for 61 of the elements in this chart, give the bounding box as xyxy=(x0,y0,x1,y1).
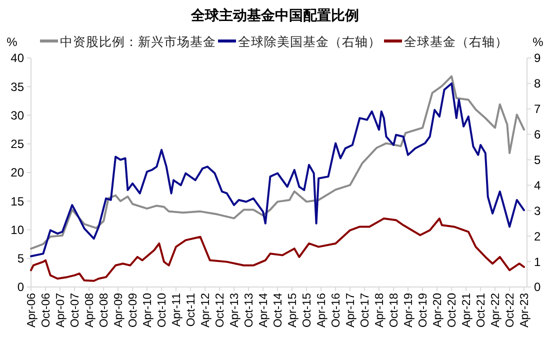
x-tick-label: Apr-16 xyxy=(316,293,328,328)
x-tick-label: Apr-08 xyxy=(84,293,96,328)
x-tick-label: Apr-10 xyxy=(142,293,154,328)
y2-tick-label: 0 xyxy=(534,280,541,294)
y-axis-title: % xyxy=(6,35,18,49)
y-tick-label: 30 xyxy=(10,108,24,122)
x-tick-label: Oct-19 xyxy=(418,293,430,328)
legend-label: 全球基金（右轴） xyxy=(404,35,508,49)
y-tick-label: 5 xyxy=(17,252,24,266)
y-tick-label: 40 xyxy=(10,51,24,66)
x-tick-label: Oct-06 xyxy=(40,293,53,328)
y2-tick-label: 2 xyxy=(534,229,541,244)
y-tick-label: 20 xyxy=(10,166,24,180)
x-tick-label: Apr-11 xyxy=(171,293,184,327)
x-tick-label: Apr-09 xyxy=(113,293,126,328)
y-tick-label: 15 xyxy=(10,194,24,208)
x-tick-label: Apr-22 xyxy=(490,293,502,328)
x-tick-label: Apr-23 xyxy=(519,293,532,328)
x-tick-label: Oct-14 xyxy=(272,292,285,328)
legend-label: 全球除美国基金（右轴） xyxy=(238,34,381,49)
line-series xyxy=(30,218,525,282)
y2-tick-label: 7 xyxy=(534,102,541,116)
y2-tick-label: 8 xyxy=(534,76,541,91)
x-tick-label: Oct-07 xyxy=(70,293,82,328)
x-tick-label: Oct-20 xyxy=(446,293,459,328)
y-tick-label: 25 xyxy=(10,137,24,152)
x-tick-label: Oct-10 xyxy=(156,293,169,328)
y2-tick-label: 3 xyxy=(534,204,541,218)
y2-tick-label: 1 xyxy=(534,254,541,269)
x-tick-label: Apr-13 xyxy=(229,293,242,328)
chart-title: 全球主动基金中国配置比例 xyxy=(190,7,359,23)
y2-axis-title: % xyxy=(532,35,544,49)
x-tick-label: Apr-19 xyxy=(403,293,416,328)
x-tick-label: Oct-17 xyxy=(360,293,372,328)
x-tick-label: Oct-16 xyxy=(330,293,343,328)
y2-tick-label: 9 xyxy=(534,51,541,66)
x-tick-label: Oct-15 xyxy=(302,293,314,328)
x-tick-label: Oct-12 xyxy=(214,293,227,328)
x-tick-label: Apr-06 xyxy=(26,293,38,328)
x-tick-label: Apr-07 xyxy=(55,293,68,328)
x-tick-label: Oct-09 xyxy=(128,293,140,328)
y2-tick-label: 5 xyxy=(534,152,541,167)
y2-tick-label: 4 xyxy=(534,178,541,192)
x-tick-label: Oct-18 xyxy=(388,293,401,328)
y2-tick-label: 6 xyxy=(534,128,541,142)
x-tick-label: Apr-21 xyxy=(461,293,474,328)
x-tick-label: Apr-12 xyxy=(200,293,212,328)
legend-label: 中资股比例：新兴市场基金 xyxy=(60,35,216,49)
x-tick-label: Apr-15 xyxy=(287,293,300,328)
y-tick-label: 10 xyxy=(10,222,24,237)
x-tick-label: Apr-14 xyxy=(258,292,270,328)
x-tick-label: Oct-22 xyxy=(504,293,517,328)
y-tick-label: 0 xyxy=(17,280,24,294)
x-tick-label: Oct-08 xyxy=(98,293,111,328)
x-tick-label: Oct-21 xyxy=(476,293,488,328)
x-tick-label: Apr-20 xyxy=(432,293,444,328)
x-tick-label: Oct-11 xyxy=(186,293,198,327)
x-tick-label: Oct-13 xyxy=(244,293,256,328)
x-tick-label: Apr-17 xyxy=(345,293,358,328)
y-tick-label: 35 xyxy=(10,80,24,94)
x-tick-label: Apr-18 xyxy=(374,293,386,328)
